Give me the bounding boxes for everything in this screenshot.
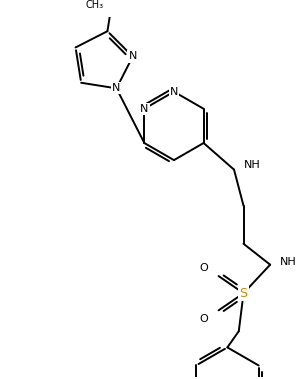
Text: N: N — [140, 104, 149, 114]
Text: NH: NH — [244, 160, 260, 170]
Text: N: N — [112, 83, 121, 93]
Text: O: O — [200, 314, 208, 324]
Text: CH₃: CH₃ — [86, 0, 104, 10]
Text: N: N — [128, 52, 137, 61]
Text: NH: NH — [280, 257, 296, 267]
Text: N: N — [170, 87, 178, 97]
Text: S: S — [239, 287, 247, 300]
Text: O: O — [200, 263, 208, 273]
